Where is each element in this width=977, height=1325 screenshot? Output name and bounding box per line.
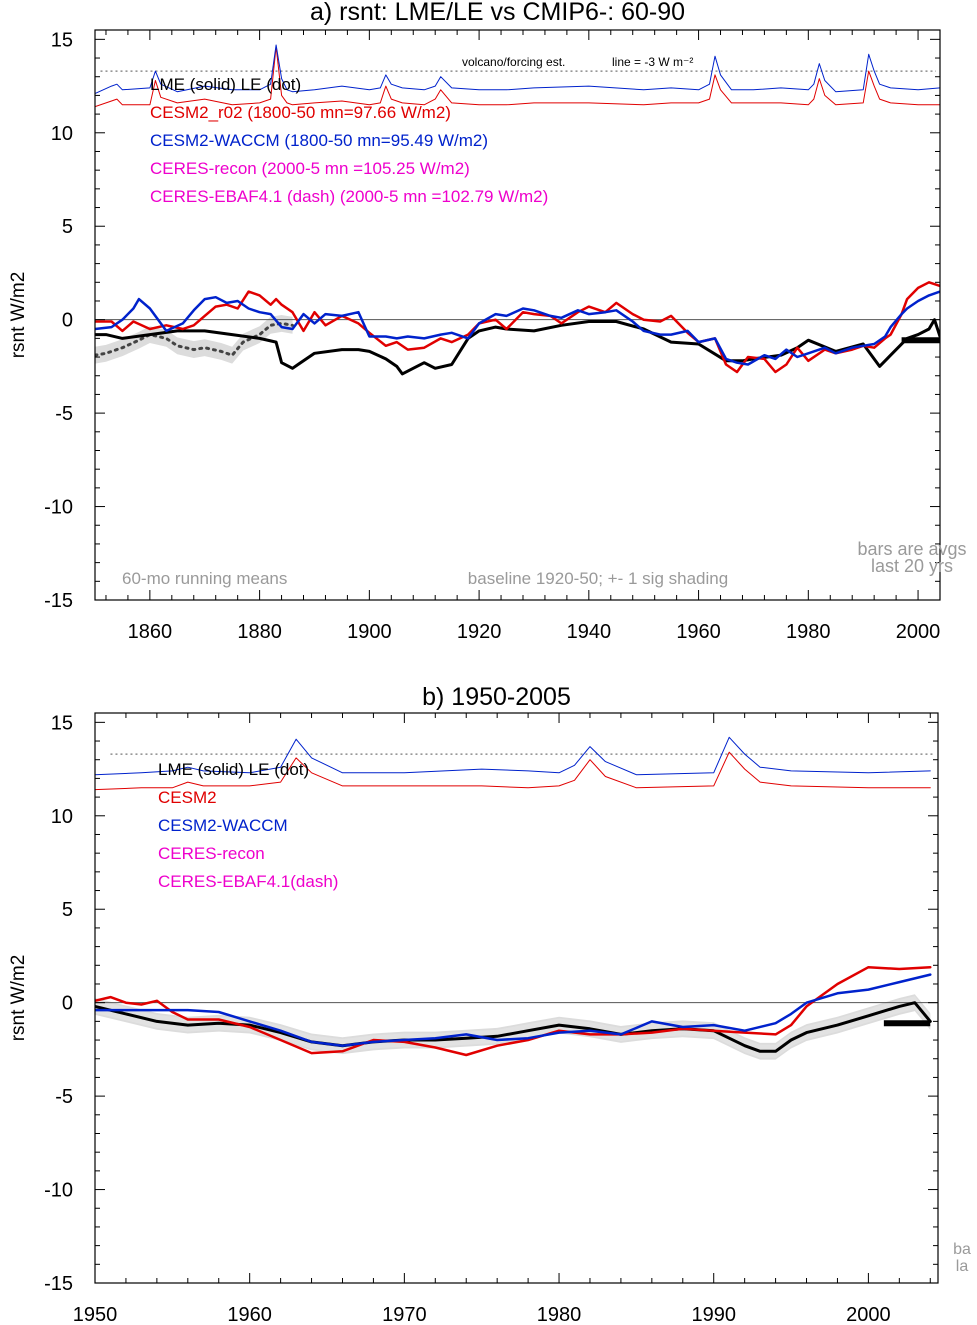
y-tick-label: -10 xyxy=(44,497,73,519)
plot-area xyxy=(95,44,940,376)
legend-entry: CESM2 xyxy=(158,788,217,807)
x-tick-label: 1940 xyxy=(567,621,612,643)
chart-note: baseline 1920-50; +- 1 sig shading xyxy=(468,569,728,588)
y-tick-label: 15 xyxy=(51,29,73,51)
y-tick-label: 15 xyxy=(51,712,73,734)
series-cesm2-waccm xyxy=(95,973,932,1047)
y-tick-label: 5 xyxy=(62,216,73,238)
forcing-note: line = -3 W m⁻² xyxy=(612,55,693,69)
chart-title: b) 1950-2005 xyxy=(422,683,571,711)
x-tick-label: 1960 xyxy=(676,621,721,643)
y-tick-label: 10 xyxy=(51,123,73,145)
legend-entry: CERES-EBAF4.1(dash) xyxy=(158,872,338,891)
plot-frame xyxy=(94,29,941,601)
panel-a: a) rsnt: LME/LE vs CMIP6-: 60-90 rsnt W/m… xyxy=(8,0,967,643)
x-tick-label: 2000 xyxy=(896,621,941,643)
legend-entry: CERES-recon xyxy=(158,844,265,863)
x-tick-label: 1980 xyxy=(786,621,831,643)
series-lme xyxy=(95,1001,932,1053)
y-axis-label: rsnt W/m2 xyxy=(8,955,29,1042)
x-tick-label: 1900 xyxy=(347,621,392,643)
y-tick-label: -5 xyxy=(55,403,73,425)
series-cesm2-forcing xyxy=(95,46,940,108)
y-tick-label: 5 xyxy=(62,899,73,921)
y-tick-label: -5 xyxy=(55,1086,73,1108)
series-le xyxy=(95,321,294,357)
y-tick-label: -15 xyxy=(44,1273,73,1295)
x-tick-label: 2000 xyxy=(846,1304,891,1325)
y-axis-label: rsnt W/m2 xyxy=(8,272,29,359)
legend-entry: CESM2_r02 (1800-50 mn=97.66 W/m2) xyxy=(150,103,451,122)
y-tick-label: 0 xyxy=(62,993,73,1015)
legend-entry: CERES-EBAF4.1 (dash) (2000-5 mn =102.79 … xyxy=(150,187,548,206)
x-tick-label: 1860 xyxy=(128,621,173,643)
x-tick-label: 1980 xyxy=(537,1304,582,1325)
chart-title: a) rsnt: LME/LE vs CMIP6-: 60-90 xyxy=(310,0,685,26)
series-lme xyxy=(95,318,940,376)
legend-entry: CESM2-WACCM xyxy=(158,816,288,835)
series-waccm-forcing xyxy=(95,44,940,94)
x-tick-label: 1970 xyxy=(382,1304,427,1325)
bar-note: bars are avgs xyxy=(857,539,966,559)
plot-frame xyxy=(94,712,939,1284)
x-tick-label: 1990 xyxy=(691,1304,736,1325)
series-waccm-forcing xyxy=(95,736,931,776)
y-tick-label: 0 xyxy=(62,310,73,332)
series-cesm2 xyxy=(95,965,932,1057)
legend-entry: LME (solid) LE (dot) xyxy=(150,75,301,94)
series-cesm2-waccm xyxy=(95,290,940,366)
plot-area xyxy=(95,736,938,1060)
x-tick-label: 1950 xyxy=(73,1304,118,1325)
y-tick-label: 10 xyxy=(51,806,73,828)
x-tick-label: 1880 xyxy=(237,621,282,643)
legend-entry: CERES-recon (2000-5 mn =105.25 W/m2) xyxy=(150,159,470,178)
legend-entry: LME (solid) LE (dot) xyxy=(158,760,309,779)
bar-note: la xyxy=(956,1258,969,1275)
legend-entry: CESM2-WACCM (1800-50 mn=95.49 W/m2) xyxy=(150,131,488,150)
x-tick-label: 1920 xyxy=(457,621,502,643)
forcing-note: volcano/forcing est. xyxy=(462,55,565,69)
chart-note: 60-mo running means xyxy=(122,569,287,588)
y-tick-label: -10 xyxy=(44,1180,73,1202)
sigma-shading-inner xyxy=(95,996,931,1058)
bar-note: ba xyxy=(953,1241,971,1258)
x-tick-label: 1960 xyxy=(227,1304,272,1325)
bar-note: last 20 yrs xyxy=(871,556,953,576)
y-tick-label: -15 xyxy=(44,590,73,612)
series-cesm2-forcing xyxy=(95,751,931,791)
